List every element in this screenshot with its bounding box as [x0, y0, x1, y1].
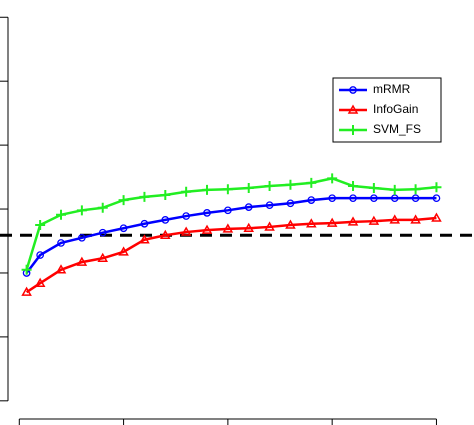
marker	[327, 173, 338, 184]
marker	[160, 189, 171, 200]
marker	[307, 196, 316, 204]
marker	[56, 209, 67, 220]
marker	[326, 217, 338, 227]
legend-label: mRMR	[373, 82, 411, 96]
marker	[390, 194, 399, 203]
marker	[306, 177, 317, 188]
marker	[349, 86, 357, 94]
marker	[139, 191, 150, 202]
marker	[368, 182, 379, 193]
marker	[34, 277, 46, 287]
marker	[285, 219, 296, 229]
marker	[410, 184, 421, 195]
marker	[286, 199, 295, 208]
marker	[98, 228, 107, 237]
marker	[222, 223, 234, 233]
series-line	[25, 196, 437, 274]
marker	[411, 194, 420, 203]
marker	[118, 195, 129, 206]
marker	[160, 229, 171, 240]
marker	[76, 256, 88, 266]
marker	[119, 224, 128, 233]
marker	[35, 220, 46, 231]
marker	[181, 186, 192, 197]
marker	[243, 182, 254, 193]
legend-label: SVM_FS	[373, 122, 421, 136]
marker	[161, 216, 170, 224]
marker	[243, 222, 255, 232]
marker	[55, 264, 67, 274]
marker	[347, 104, 359, 114]
marker	[264, 181, 275, 192]
marker	[203, 209, 211, 217]
marker	[97, 252, 109, 263]
marker	[118, 246, 129, 256]
series	[22, 194, 441, 277]
marker	[202, 184, 213, 195]
marker	[182, 212, 191, 220]
marker	[222, 184, 233, 195]
marker	[139, 234, 150, 244]
marker	[370, 194, 378, 203]
marker	[285, 179, 296, 190]
legend: mRMR InfoGain SVM_FS	[332, 77, 442, 143]
marker	[21, 264, 32, 275]
marker	[431, 182, 442, 193]
marker	[57, 239, 65, 247]
marker	[21, 286, 32, 296]
marker	[264, 221, 275, 231]
legend-label: InfoGain	[373, 102, 418, 116]
marker	[180, 226, 192, 236]
marker	[389, 184, 400, 195]
marker	[224, 206, 232, 215]
marker	[97, 202, 108, 213]
marker	[432, 194, 441, 203]
marker	[349, 194, 357, 203]
series	[21, 173, 442, 275]
marker	[389, 214, 401, 224]
marker	[348, 181, 359, 192]
series	[21, 212, 442, 296]
marker	[76, 205, 87, 216]
marker	[431, 212, 442, 222]
marker	[265, 201, 274, 210]
marker	[347, 216, 359, 226]
marker	[244, 203, 253, 211]
marker	[140, 219, 149, 228]
marker	[368, 215, 380, 225]
marker	[78, 233, 86, 242]
marker	[348, 125, 358, 135]
marker	[410, 214, 421, 224]
marker	[306, 218, 317, 228]
marker	[201, 224, 213, 234]
marker	[328, 194, 337, 203]
marker	[36, 251, 45, 259]
series-line	[25, 216, 437, 294]
